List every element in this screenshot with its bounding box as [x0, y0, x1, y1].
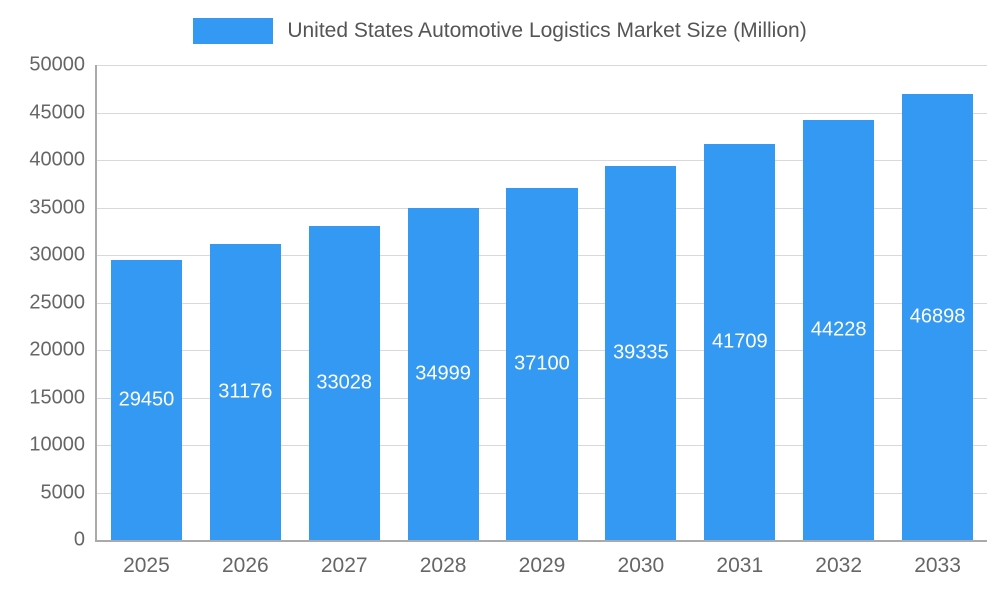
x-axis-tick-label: 2031	[716, 554, 764, 577]
y-axis-tick-label: 40000	[29, 148, 85, 171]
bar-value-label: 37100	[514, 352, 570, 375]
gridline	[97, 65, 987, 66]
plot-area: 0 5000 10000 15000 20000 25000 30000 35000 40000…	[29, 54, 987, 577]
x-axis-tick-label: 2030	[617, 554, 665, 577]
x-axis-tick-label: 2025	[123, 554, 170, 577]
y-axis-tick-label: 45000	[29, 101, 85, 123]
bar: 37100	[506, 187, 578, 540]
bar-value-label: 39335	[613, 341, 669, 364]
y-axis-tick-label: 50000	[29, 53, 85, 76]
bar: 41709	[704, 143, 776, 540]
bar: 33028	[308, 226, 380, 540]
bar-value-label: 44228	[810, 318, 867, 341]
y-axis-tick-label: 0	[73, 528, 85, 551]
bar-value-label: 29450	[118, 388, 175, 411]
y-axis-tick-label: 35000	[29, 196, 85, 218]
bar: 31176	[209, 243, 281, 540]
legend: United States Automotive Logistics Marke…	[0, 18, 1000, 44]
y-axis-tick-label: 20000	[29, 338, 85, 361]
bar-value-label: 31176	[218, 380, 273, 403]
bar-value-label: 46898	[909, 305, 966, 328]
y-axis-tick-label: 10000	[29, 433, 85, 456]
bar: 29450	[110, 260, 183, 540]
x-axis-tick-label: 2029	[518, 554, 566, 577]
bar-value-label: 34999	[415, 362, 471, 385]
x-axis-tick-label: 2033	[914, 554, 961, 577]
y-axis-tick-label: 25000	[29, 291, 85, 313]
gridline	[97, 160, 987, 161]
bar-value-label: 41709	[711, 330, 768, 353]
bar: 46898	[901, 94, 974, 540]
chart-title: United States Automotive Logistics Marke…	[287, 19, 807, 42]
gridline	[97, 112, 987, 114]
legend-swatch	[193, 18, 274, 44]
bar: 34999	[407, 207, 479, 540]
y-axis-tick-label: 15000	[29, 386, 85, 408]
x-axis-tick-label: 2027	[320, 554, 368, 577]
y-axis-tick-label: 30000	[29, 243, 85, 266]
bar-value-label: 33028	[316, 371, 373, 394]
x-axis-tick-label: 2026	[221, 554, 269, 577]
bar: 39335	[605, 166, 677, 540]
y-axis-tick-label: 5000	[40, 481, 86, 503]
x-axis-tick-label: 2028	[419, 554, 467, 577]
bar: 44228	[803, 119, 875, 540]
x-axis-tick-label: 2032	[815, 554, 863, 577]
